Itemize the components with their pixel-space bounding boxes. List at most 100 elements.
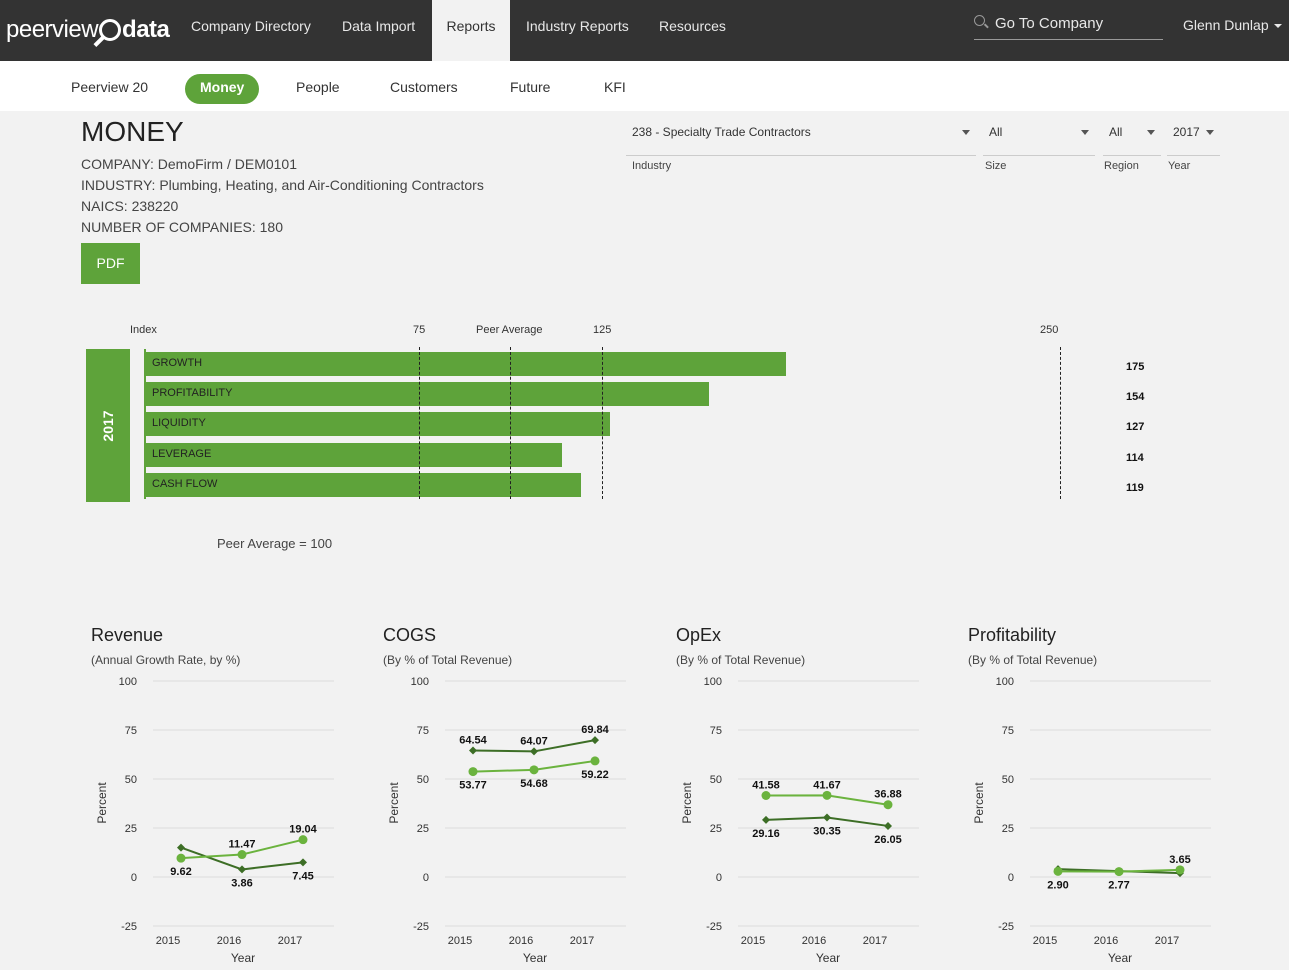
data-point-peers bbox=[177, 843, 185, 852]
region-select-value: All bbox=[1109, 125, 1123, 139]
tick-125: 125 bbox=[593, 324, 612, 336]
y-tick-label: 25 bbox=[1002, 823, 1014, 835]
y-tick-label: 0 bbox=[1008, 872, 1014, 884]
gridline-75 bbox=[419, 347, 420, 499]
chevron-down-icon bbox=[1273, 24, 1282, 29]
size-label: Size bbox=[985, 160, 1007, 172]
y-axis-title: Percent bbox=[95, 782, 109, 824]
data-label: 7.45 bbox=[292, 870, 313, 882]
x-tick-label: 2017 bbox=[863, 935, 887, 947]
x-axis-title: Year bbox=[231, 951, 255, 965]
x-tick-label: 2016 bbox=[217, 935, 241, 947]
region-label: Region bbox=[1104, 160, 1139, 172]
size-select[interactable]: All bbox=[983, 120, 1095, 156]
y-tick-label: 50 bbox=[125, 774, 137, 786]
index-bar-cash-flow bbox=[145, 472, 581, 497]
data-label: 54.68 bbox=[520, 778, 548, 790]
size-select-value: All bbox=[989, 125, 1003, 139]
chevron-down-icon bbox=[1206, 130, 1214, 135]
index-bar-value: 114 bbox=[1126, 451, 1144, 464]
logo-text-left: peerview bbox=[6, 16, 99, 43]
user-menu[interactable]: Glenn Dunlap bbox=[1183, 17, 1282, 33]
y-tick-label: -25 bbox=[413, 921, 429, 933]
revenue-chart: Revenue (Annual Growth Rate, by %) 100 75… bbox=[91, 625, 383, 970]
go-to-company-placeholder: Go To Company bbox=[995, 15, 1104, 32]
y-tick-label: 50 bbox=[710, 774, 722, 786]
data-point-company bbox=[468, 767, 478, 777]
year-band: 2017 bbox=[86, 349, 130, 502]
x-tick-label: 2017 bbox=[1155, 935, 1179, 947]
data-label: 64.54 bbox=[459, 735, 487, 747]
year-select[interactable]: 2017 bbox=[1167, 120, 1220, 156]
nav-resources[interactable]: Resources bbox=[659, 18, 726, 34]
tab-people[interactable]: People bbox=[296, 79, 340, 95]
nav-company-directory[interactable]: Company Directory bbox=[191, 18, 311, 34]
y-tick-label: 50 bbox=[1002, 774, 1014, 786]
company-count: NUMBER OF COMPANIES: 180 bbox=[81, 219, 284, 235]
data-point-company bbox=[529, 765, 539, 775]
data-point-company bbox=[883, 800, 893, 810]
y-tick-label: -25 bbox=[121, 921, 137, 933]
region-select[interactable]: All bbox=[1103, 120, 1161, 156]
y-axis-title: Percent bbox=[680, 782, 694, 824]
tab-money[interactable]: Money bbox=[185, 74, 260, 104]
nav-data-import[interactable]: Data Import bbox=[342, 18, 416, 34]
x-tick-label: 2015 bbox=[448, 935, 472, 947]
y-tick-label: 25 bbox=[125, 823, 137, 835]
data-label: 41.67 bbox=[813, 779, 841, 791]
y-tick-label: 0 bbox=[716, 872, 722, 884]
industry-info: INDUSTRY: Plumbing, Heating, and Air-Con… bbox=[81, 177, 484, 193]
chart-subtitle: (Annual Growth Rate, by %) bbox=[91, 653, 241, 667]
profitability-chart: Profitability (By % of Total Revenue) 10… bbox=[968, 625, 1260, 970]
tab-peerview-20[interactable]: Peerview 20 bbox=[71, 79, 149, 95]
data-label: 2.77 bbox=[1108, 880, 1129, 892]
data-label: 53.77 bbox=[459, 780, 487, 792]
index-header: Index bbox=[130, 324, 157, 336]
chart-subtitle: (By % of Total Revenue) bbox=[676, 653, 806, 667]
index-bar-leverage bbox=[145, 442, 563, 467]
x-tick-label: 2015 bbox=[156, 935, 180, 947]
y-tick-label: -25 bbox=[998, 921, 1014, 933]
chart-subtitle: (By % of Total Revenue) bbox=[968, 653, 1098, 667]
year-select-value: 2017 bbox=[1173, 125, 1200, 139]
index-bar-label: GROWTH bbox=[152, 357, 203, 369]
gridline-125 bbox=[602, 347, 603, 499]
data-label: 26.05 bbox=[874, 834, 902, 846]
y-axis-title: Percent bbox=[387, 782, 401, 824]
y-tick-label: 75 bbox=[710, 725, 722, 737]
tab-customers[interactable]: Customers bbox=[390, 79, 458, 95]
nav-industry-reports[interactable]: Industry Reports bbox=[526, 18, 629, 34]
chart-plot: 100 75 50 25 0 -25 2015 2016 2017 Year Percent 2.90… bbox=[972, 676, 1211, 965]
data-point-peers bbox=[591, 736, 599, 745]
tab-future[interactable]: Future bbox=[510, 79, 551, 95]
go-to-company-search[interactable]: Go To Company bbox=[974, 10, 1163, 40]
peer-average-header: Peer Average bbox=[476, 324, 543, 336]
top-navbar: peerview data Company Directory Data Imp… bbox=[0, 0, 1289, 61]
data-point-company bbox=[237, 850, 247, 860]
industry-select[interactable]: 238 - Specialty Trade Contractors bbox=[626, 120, 976, 156]
y-tick-label: 100 bbox=[119, 676, 137, 688]
data-label: 11.47 bbox=[229, 839, 256, 851]
data-point-peers bbox=[469, 746, 477, 755]
nav-reports[interactable]: Reports bbox=[432, 0, 510, 61]
pdf-button[interactable]: PDF bbox=[81, 243, 140, 284]
data-point-company bbox=[822, 790, 832, 800]
peerview-data-logo[interactable]: peerview data bbox=[6, 8, 170, 52]
y-tick-label: 100 bbox=[704, 676, 722, 688]
data-label: 36.88 bbox=[874, 789, 902, 801]
index-bar-label: LEVERAGE bbox=[152, 447, 212, 460]
year-band-label: 2017 bbox=[100, 409, 116, 442]
data-point-company bbox=[1114, 867, 1124, 877]
company-info: COMPANY: DemoFirm / DEM0101 bbox=[81, 156, 298, 172]
y-tick-label: 75 bbox=[417, 725, 429, 737]
y-tick-label: 0 bbox=[131, 872, 137, 884]
index-bar-liquidity bbox=[145, 412, 610, 437]
tab-kfi[interactable]: KFI bbox=[604, 79, 626, 95]
year-label: Year bbox=[1168, 160, 1191, 172]
industry-label: Industry bbox=[632, 160, 672, 172]
data-label: 3.65 bbox=[1169, 854, 1190, 866]
x-axis-title: Year bbox=[816, 951, 840, 965]
index-bar-value: 154 bbox=[1126, 391, 1145, 404]
data-point-peers bbox=[884, 821, 892, 830]
data-point-company bbox=[1175, 865, 1185, 875]
